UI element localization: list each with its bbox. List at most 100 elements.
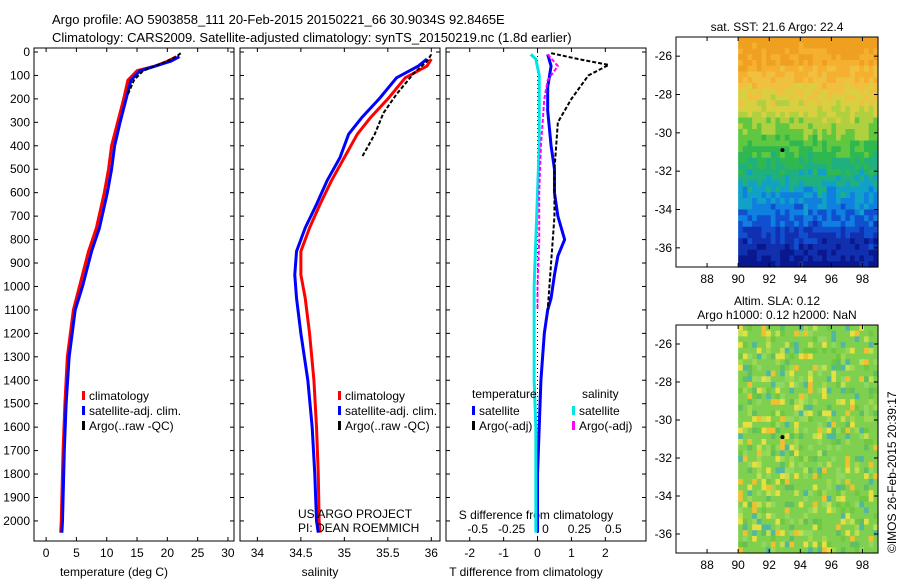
heat-cell: [742, 507, 749, 514]
heat-cell: [817, 140, 823, 147]
heat-cell: [803, 427, 809, 434]
heat-cell: [822, 376, 828, 383]
heat-cell: [873, 226, 879, 234]
heat-cell: [859, 478, 865, 486]
heat-cell: [850, 450, 856, 457]
heat-cell: [794, 530, 800, 537]
heat-cell: [761, 88, 767, 96]
heat-cell: [831, 513, 837, 520]
heat-cell: [822, 484, 828, 491]
x-tick-label: 1: [568, 546, 575, 560]
y-tick-label: 600: [10, 186, 30, 200]
heat-cell: [770, 473, 777, 480]
x-tick-label: -1: [498, 546, 509, 560]
heat-cell: [761, 478, 767, 486]
heat-cell: [868, 106, 874, 113]
heat-cell: [789, 416, 795, 423]
heat-cell: [845, 347, 851, 355]
heat-cell: [780, 77, 786, 84]
heat-cell: [850, 427, 856, 434]
heat-cell: [854, 330, 860, 337]
heat-cell: [850, 507, 856, 514]
heat-cell: [789, 192, 795, 199]
heat-cell: [798, 221, 805, 228]
heat-cell: [780, 518, 786, 526]
heat-cell: [812, 146, 818, 153]
imos-stamp: ©IMOS 26-Feb-2015 20:39:17: [885, 391, 899, 553]
heat-cell: [761, 261, 767, 268]
heat-cell: [738, 490, 744, 497]
heat-cell: [738, 48, 744, 55]
heat-cell: [756, 94, 763, 101]
heat-cell: [845, 261, 851, 268]
heat-cell: [822, 152, 828, 159]
heat-cell: [840, 232, 846, 239]
heat-cell: [831, 387, 837, 394]
heat-cell: [752, 535, 758, 543]
heat-cell: [738, 134, 744, 142]
heat-cell: [752, 117, 758, 124]
heat-cell: [798, 152, 805, 159]
heat-cell: [826, 255, 832, 262]
heat-cell: [738, 467, 744, 474]
heat-cell: [794, 376, 800, 383]
heat-cell: [840, 175, 846, 182]
heat-cell: [784, 94, 791, 101]
heat-cell: [822, 535, 828, 543]
heat-cell: [873, 129, 879, 136]
heat-cell: [822, 186, 828, 193]
heat-cell: [836, 163, 842, 170]
heat-cell: [761, 255, 767, 262]
heat-cell: [770, 209, 777, 216]
heat-cell: [738, 180, 744, 188]
heat-cell: [831, 399, 837, 406]
heat-cell: [808, 507, 814, 514]
heat-cell: [738, 325, 744, 332]
heat-cell: [775, 152, 781, 159]
heat-cell: [738, 444, 744, 451]
heat-cell: [850, 433, 856, 440]
heat-cell: [826, 359, 832, 366]
heat-cell: [840, 330, 846, 337]
heat-cell: [738, 450, 744, 457]
heat-cell: [761, 163, 767, 170]
argo-position-marker: [780, 435, 785, 440]
heat-cell: [770, 444, 777, 451]
heat-cell: [761, 547, 767, 554]
heat-cell: [826, 238, 832, 245]
heat-cell: [766, 484, 772, 491]
heat-cell: [784, 416, 791, 423]
heat-cell: [873, 209, 879, 216]
heat-cell: [812, 129, 818, 136]
heat-cell: [780, 342, 786, 349]
heat-cell: [798, 140, 805, 147]
heat-cell: [803, 192, 809, 199]
heat-cell: [742, 192, 749, 199]
heat-cell: [770, 48, 777, 55]
heat-cell: [831, 255, 837, 262]
heat-cell: [812, 60, 818, 67]
heat-cell: [798, 238, 805, 245]
heat-cell: [873, 501, 879, 508]
heat-cell: [817, 473, 823, 480]
heat-cell: [854, 123, 860, 130]
heat-cell: [873, 77, 879, 84]
heat-cell: [770, 203, 777, 211]
heat-cell: [747, 60, 753, 67]
heat-cell: [738, 353, 744, 360]
heat-cell: [808, 48, 814, 55]
heat-cell: [808, 399, 814, 406]
heat-cell: [873, 535, 879, 543]
heat-cell: [742, 399, 749, 406]
heat-cell: [761, 404, 767, 412]
heat-cell: [756, 461, 763, 469]
heat-cell: [831, 393, 837, 400]
heat-cell: [766, 134, 772, 142]
heat-cell: [822, 444, 828, 451]
heat-cell: [756, 249, 763, 257]
heat-cell: [868, 60, 874, 67]
heat-cell: [766, 342, 772, 349]
heat-cell: [738, 261, 744, 268]
heat-cell: [845, 65, 851, 73]
heat-cell: [747, 261, 753, 268]
